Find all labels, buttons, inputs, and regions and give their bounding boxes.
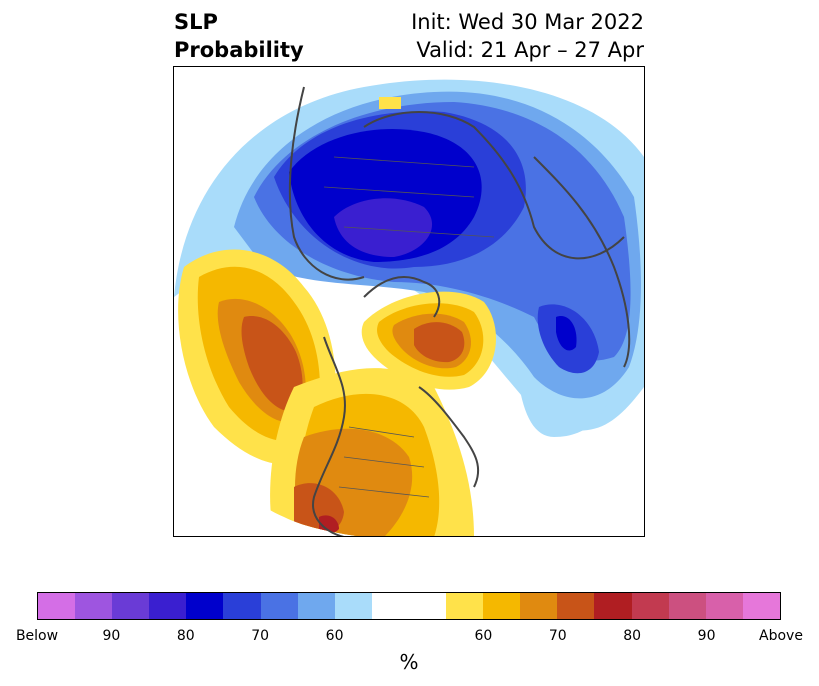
above-75-namerica bbox=[319, 515, 339, 534]
colorbar-swatch bbox=[520, 593, 558, 619]
colorbar-tick-label: 60 bbox=[325, 628, 344, 644]
coastlines bbox=[288, 86, 631, 536]
colorbar-tick-label: 80 bbox=[623, 628, 642, 644]
colorbar-tick-label: 80 bbox=[176, 628, 195, 644]
colorbar-tick-label: 60 bbox=[474, 628, 493, 644]
title-type: Probability bbox=[174, 38, 304, 62]
map-panel bbox=[173, 66, 645, 537]
colorbar-tick-label: Below bbox=[15, 628, 59, 644]
colorbar-swatch bbox=[112, 593, 150, 619]
below-atlantic-inner bbox=[556, 316, 577, 351]
colorbar-swatch bbox=[668, 593, 706, 619]
colorbar-swatch bbox=[705, 593, 743, 619]
colorbar-swatch bbox=[223, 593, 261, 619]
below-85-core bbox=[334, 198, 433, 257]
colorbar-swatch bbox=[557, 593, 595, 619]
title-variable: SLP bbox=[174, 10, 218, 34]
colorbar-swatch bbox=[186, 593, 224, 619]
title-right: Init: Wed 30 Mar 2022 Valid: 21 Apr – 27… bbox=[411, 8, 644, 64]
colorbar-swatch bbox=[483, 593, 521, 619]
colorbar-swatch bbox=[38, 593, 76, 619]
colorbar-swatch bbox=[149, 593, 187, 619]
above-small-arctic bbox=[379, 97, 401, 109]
above-70-greenland bbox=[414, 322, 465, 363]
colorbar-tick-label: Above bbox=[759, 628, 803, 644]
colorbar-swatch bbox=[371, 593, 409, 619]
colorbar-tick-label: 90 bbox=[102, 628, 121, 644]
title-valid-range: Valid: 21 Apr – 27 Apr bbox=[416, 38, 644, 62]
colorbar-unit: % bbox=[399, 650, 419, 674]
colorbar bbox=[37, 592, 781, 620]
title-init-date: Init: Wed 30 Mar 2022 bbox=[411, 10, 644, 34]
colorbar-swatch bbox=[408, 593, 447, 619]
borders bbox=[323, 156, 495, 498]
below-80-core bbox=[289, 128, 482, 262]
colorbar-swatch bbox=[75, 593, 113, 619]
colorbar-swatch bbox=[594, 593, 632, 619]
colorbar-tick-label: 70 bbox=[251, 628, 270, 644]
title-left: SLP Probability bbox=[174, 8, 304, 64]
colorbar-tick-label: 90 bbox=[697, 628, 716, 644]
colorbar-swatch bbox=[446, 593, 484, 619]
colorbar-swatch bbox=[742, 593, 780, 619]
colorbar-swatch bbox=[631, 593, 669, 619]
above-70-pacific bbox=[241, 316, 303, 412]
probability-map bbox=[174, 79, 644, 536]
colorbar-swatch bbox=[260, 593, 298, 619]
colorbar-swatch bbox=[334, 593, 372, 619]
colorbar-swatch bbox=[297, 593, 335, 619]
colorbar-tick-label: 70 bbox=[548, 628, 567, 644]
